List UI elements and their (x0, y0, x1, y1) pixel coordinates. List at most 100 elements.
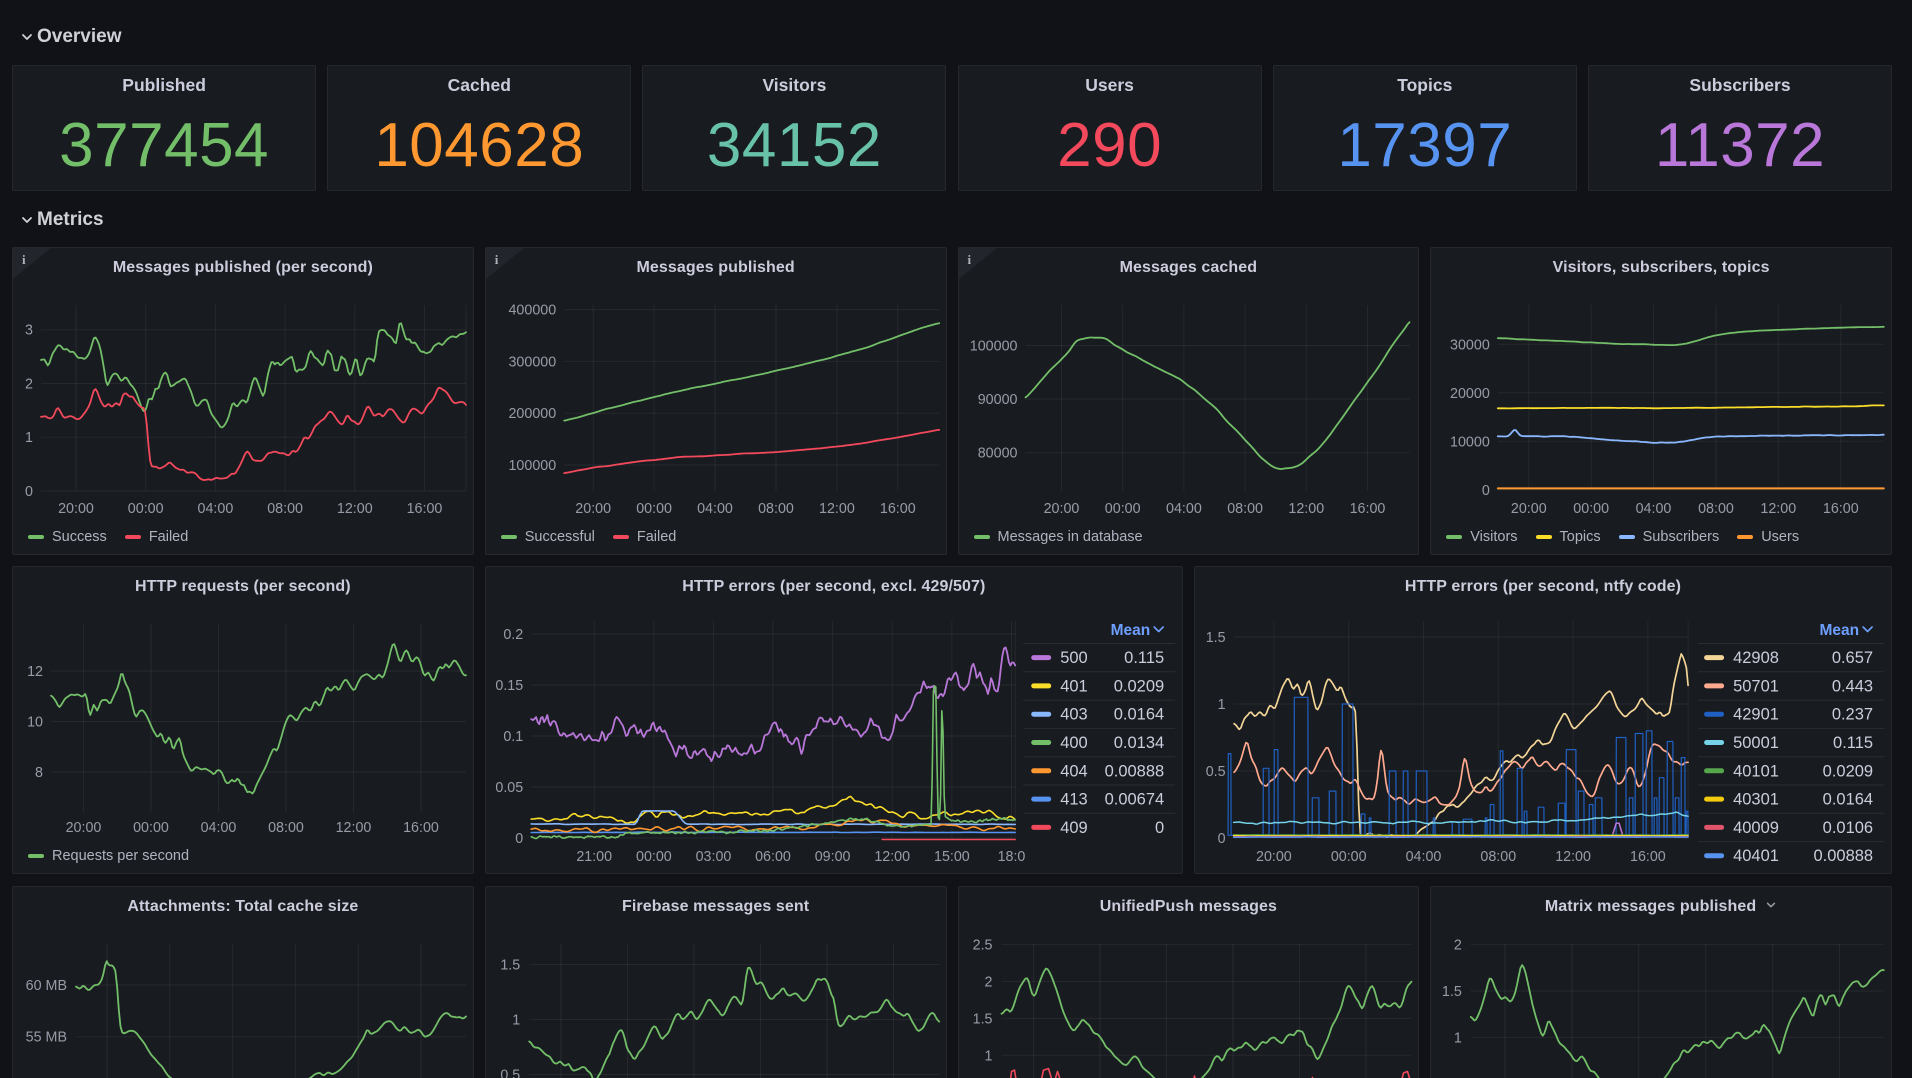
svg-text:04:00: 04:00 (697, 501, 733, 517)
svg-text:00:00: 00:00 (636, 849, 672, 865)
svg-text:20:00: 20:00 (58, 501, 94, 517)
svg-text:09:00: 09:00 (814, 849, 850, 865)
svg-text:04:00: 04:00 (201, 820, 237, 836)
svg-text:0.00888: 0.00888 (1104, 762, 1164, 780)
svg-text:16:00: 16:00 (403, 820, 439, 836)
svg-text:413: 413 (1060, 791, 1088, 809)
svg-text:0.00888: 0.00888 (1813, 847, 1873, 865)
svg-text:80000: 80000 (977, 446, 1017, 462)
svg-text:40101: 40101 (1733, 762, 1779, 780)
svg-text:0.0209: 0.0209 (1823, 762, 1873, 780)
svg-text:0: 0 (1155, 819, 1164, 837)
svg-text:300000: 300000 (508, 354, 556, 370)
svg-text:0.15: 0.15 (495, 678, 523, 694)
svg-text:00:00: 00:00 (1331, 849, 1367, 865)
svg-text:1.5: 1.5 (500, 958, 520, 974)
svg-text:0.5: 0.5 (1206, 764, 1226, 780)
svg-text:1: 1 (1454, 1030, 1462, 1046)
svg-text:16:00: 16:00 (1349, 501, 1385, 517)
svg-text:20:00: 20:00 (1043, 501, 1079, 517)
svg-text:400: 400 (1060, 734, 1088, 752)
svg-text:0.443: 0.443 (1832, 677, 1873, 695)
svg-text:20000: 20000 (1450, 386, 1490, 402)
svg-text:2.5: 2.5 (972, 938, 992, 954)
svg-text:04:00: 04:00 (1636, 501, 1672, 517)
svg-text:1: 1 (984, 1048, 992, 1064)
svg-text:12:00: 12:00 (874, 849, 910, 865)
svg-text:60 MB: 60 MB (26, 978, 67, 994)
svg-text:3: 3 (25, 323, 33, 339)
svg-text:0.0134: 0.0134 (1114, 734, 1164, 752)
svg-text:404: 404 (1060, 762, 1088, 780)
svg-text:0.2: 0.2 (503, 627, 523, 643)
svg-text:10: 10 (27, 715, 43, 731)
svg-text:08:00: 08:00 (1698, 501, 1734, 517)
svg-text:16:00: 16:00 (1823, 501, 1859, 517)
svg-text:0.657: 0.657 (1832, 649, 1873, 667)
svg-text:0.5: 0.5 (1442, 1077, 1462, 1078)
svg-text:18:0: 18:0 (997, 849, 1025, 865)
svg-text:2: 2 (25, 377, 33, 393)
svg-text:55 MB: 55 MB (26, 1030, 67, 1046)
svg-text:16:00: 16:00 (1630, 849, 1666, 865)
svg-text:1: 1 (25, 430, 33, 446)
svg-text:04:00: 04:00 (1166, 501, 1202, 517)
svg-text:0: 0 (515, 831, 523, 847)
svg-text:10000: 10000 (1450, 434, 1490, 450)
svg-text:42901: 42901 (1733, 706, 1779, 724)
svg-text:0.0164: 0.0164 (1823, 791, 1873, 809)
svg-text:0.115: 0.115 (1833, 734, 1873, 752)
svg-text:12:00: 12:00 (1288, 501, 1324, 517)
svg-text:400000: 400000 (508, 303, 556, 319)
svg-text:100000: 100000 (969, 339, 1017, 355)
svg-text:00:00: 00:00 (636, 501, 672, 517)
svg-text:403: 403 (1060, 706, 1088, 724)
svg-text:08:00: 08:00 (1227, 501, 1263, 517)
svg-text:200000: 200000 (508, 406, 556, 422)
svg-text:2: 2 (1454, 938, 1462, 954)
svg-text:20:00: 20:00 (1511, 501, 1547, 517)
svg-text:0.1: 0.1 (503, 729, 523, 745)
svg-text:401: 401 (1060, 677, 1088, 695)
svg-text:00:00: 00:00 (128, 501, 164, 517)
svg-text:42908: 42908 (1733, 649, 1779, 667)
svg-text:12:00: 12:00 (819, 501, 855, 517)
svg-text:08:00: 08:00 (758, 501, 794, 517)
svg-text:1.5: 1.5 (1442, 984, 1462, 1000)
svg-text:12: 12 (27, 664, 43, 680)
svg-text:1: 1 (512, 1013, 520, 1029)
svg-text:100000: 100000 (508, 458, 556, 474)
svg-text:Mean: Mean (1819, 622, 1859, 639)
svg-text:1.5: 1.5 (1206, 630, 1226, 646)
svg-text:20:00: 20:00 (575, 501, 611, 517)
svg-text:40301: 40301 (1733, 791, 1779, 809)
svg-text:30000: 30000 (1450, 337, 1490, 353)
svg-text:20:00: 20:00 (66, 820, 102, 836)
svg-text:0: 0 (25, 484, 33, 500)
svg-text:06:00: 06:00 (755, 849, 791, 865)
svg-text:00:00: 00:00 (133, 820, 169, 836)
svg-text:00:00: 00:00 (1574, 501, 1610, 517)
svg-text:12:00: 12:00 (1555, 849, 1591, 865)
svg-text:08:00: 08:00 (268, 820, 304, 836)
svg-text:04:00: 04:00 (198, 501, 234, 517)
svg-text:16:00: 16:00 (880, 501, 916, 517)
svg-text:0.5: 0.5 (500, 1068, 520, 1078)
svg-text:16:00: 16:00 (407, 501, 443, 517)
svg-text:1: 1 (1218, 697, 1226, 713)
svg-text:40401: 40401 (1733, 847, 1779, 865)
svg-text:00:00: 00:00 (1104, 501, 1140, 517)
svg-text:12:00: 12:00 (336, 820, 372, 836)
svg-text:90000: 90000 (977, 392, 1017, 408)
svg-text:0: 0 (1482, 483, 1490, 499)
svg-text:0: 0 (1218, 831, 1226, 847)
svg-text:03:00: 03:00 (695, 849, 731, 865)
svg-text:0.0164: 0.0164 (1114, 706, 1164, 724)
svg-text:0.05: 0.05 (495, 780, 523, 796)
svg-text:40009: 40009 (1733, 819, 1779, 837)
svg-text:04:00: 04:00 (1406, 849, 1442, 865)
svg-text:08:00: 08:00 (1480, 849, 1516, 865)
svg-text:21:00: 21:00 (576, 849, 612, 865)
svg-text:409: 409 (1060, 819, 1088, 837)
svg-text:0.115: 0.115 (1124, 649, 1164, 667)
